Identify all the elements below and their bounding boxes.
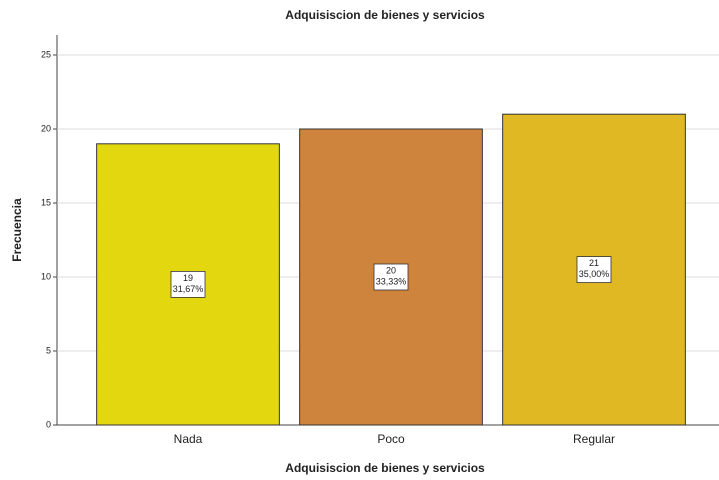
x-tick-label: Regular bbox=[573, 432, 615, 446]
data-label-box bbox=[170, 270, 206, 298]
data-label: 20 bbox=[386, 265, 396, 275]
data-label-box bbox=[373, 263, 409, 291]
x-tick-label: Poco bbox=[377, 432, 405, 446]
x-tick-label: Nada bbox=[174, 432, 203, 446]
data-label: 21 bbox=[589, 258, 599, 268]
y-tick-label: 15 bbox=[41, 197, 51, 207]
y-tick-label: 0 bbox=[46, 419, 51, 429]
percent-label: 31,67% bbox=[173, 284, 204, 294]
y-axis-label: Frecuencia bbox=[10, 198, 24, 262]
chart-title: Adquisiscion de bienes y servicios bbox=[285, 8, 485, 22]
percent-label: 33,33% bbox=[376, 276, 407, 286]
x-axis-label: Adquisiscion de bienes y servicios bbox=[285, 461, 485, 475]
data-label-box bbox=[576, 256, 612, 284]
y-tick-label: 10 bbox=[41, 271, 51, 281]
percent-label: 35,00% bbox=[579, 269, 610, 279]
y-tick-label: 5 bbox=[46, 345, 51, 355]
y-tick-label: 25 bbox=[41, 49, 51, 59]
y-tick-label: 20 bbox=[41, 123, 51, 133]
data-label: 19 bbox=[183, 273, 193, 283]
